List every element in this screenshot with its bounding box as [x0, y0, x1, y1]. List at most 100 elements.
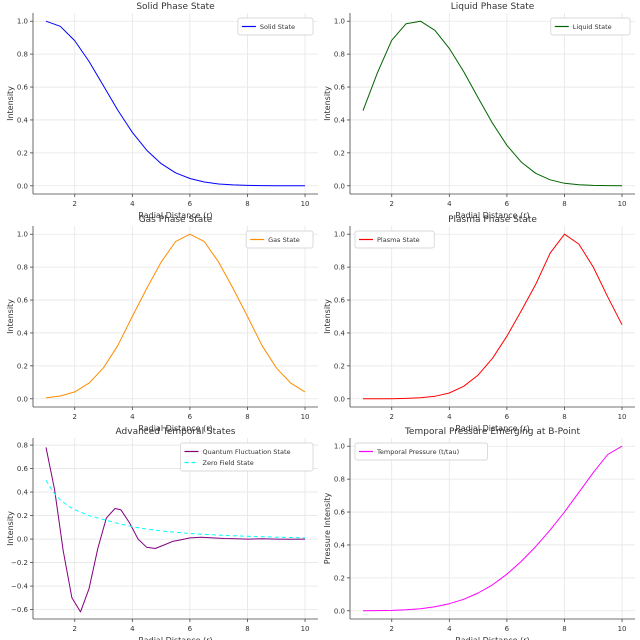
y-tick-label: −0.4 — [11, 583, 29, 591]
x-axis-label: Radial Distance (r) — [138, 424, 212, 433]
x-tick-label: 4 — [130, 625, 135, 633]
x-tick-label: 6 — [188, 413, 193, 421]
x-tick-label: 6 — [505, 413, 510, 421]
chart-title: Gas Phase State — [139, 215, 213, 225]
y-tick-label: −0.2 — [11, 559, 28, 567]
legend: Liquid State — [550, 17, 631, 36]
x-tick-label: 10 — [618, 625, 627, 633]
y-axis-label: Intensity — [323, 86, 332, 121]
x-tick-label: 10 — [301, 200, 310, 208]
x-tick-label: 4 — [447, 625, 452, 633]
x-tick-label: 8 — [562, 200, 566, 208]
chart-title: Plasma Phase State — [448, 215, 537, 225]
y-tick-label: 0.8 — [17, 51, 28, 59]
y-axis-label: Intensity — [6, 299, 15, 334]
y-tick-label: 0.6 — [17, 84, 29, 92]
chart-title: Advanced Temporal States — [116, 427, 236, 437]
y-axis-label: Intensity — [6, 86, 15, 121]
x-axis-label: Radial Distance (r) — [455, 211, 529, 220]
x-tick-label: 6 — [188, 625, 193, 633]
legend-label: Gas State — [268, 236, 300, 244]
y-tick-label: 0.8 — [334, 476, 345, 484]
y-tick-label: −0.6 — [11, 606, 29, 614]
x-tick-label: 2 — [73, 413, 77, 421]
chart-title: Liquid Phase State — [451, 2, 535, 12]
y-tick-label: 0.2 — [17, 512, 28, 520]
series-line-1 — [362, 445, 623, 612]
y-tick-label: 0.2 — [334, 362, 345, 370]
chart-title: Temporal Pressure Emerging at B-Point — [404, 427, 581, 437]
y-tick-label: 0.2 — [334, 574, 345, 582]
y-tick-label: 0.4 — [334, 329, 346, 337]
y-tick-label: 0.8 — [17, 442, 28, 450]
legend-label: Zero Field State — [203, 459, 254, 467]
legend: Temporal Pressure (t/tau) — [354, 442, 488, 461]
x-tick-label: 10 — [618, 413, 627, 421]
y-tick-label: 1.0 — [334, 18, 345, 26]
x-axis-label: Radial Distance (r) — [455, 424, 529, 433]
x-tick-label: 8 — [245, 200, 249, 208]
y-tick-label: 0.0 — [17, 182, 28, 190]
y-tick-label: 0.4 — [17, 116, 29, 124]
chart-panel-2: 2 4 6 8 10 0.0 0.2 0.4 0.6 0.8 1.0 Liquid Phase Sta… — [323, 2, 635, 220]
y-tick-label: 0.6 — [17, 465, 29, 473]
x-axis-label: Radial Distance (r) — [455, 636, 529, 640]
x-tick-label: 10 — [618, 200, 627, 208]
legend: Gas State — [245, 230, 314, 249]
y-tick-label: 0.4 — [334, 541, 346, 549]
x-axis-label: Radial Distance (r) — [138, 211, 212, 220]
y-tick-label: 0.6 — [334, 84, 346, 92]
y-tick-label: 0.2 — [334, 149, 345, 157]
chart-title: Solid Phase State — [136, 2, 215, 12]
legend-label: Quantum Fluctuation State — [203, 448, 291, 456]
legend-box — [237, 17, 314, 36]
legend: Quantum Fluctuation State Zero Field Stat… — [180, 442, 314, 472]
chart-panel-5: 2 4 6 8 10 −0.6 −0.4 −0.2 0.0 0.2 0.4 0.6 0.8 Advance… — [6, 427, 318, 640]
y-tick-label: 0.6 — [17, 297, 29, 305]
x-tick-label: 2 — [73, 625, 77, 633]
y-tick-label: 0.6 — [334, 509, 346, 517]
x-tick-label: 4 — [447, 200, 452, 208]
y-tick-label: 0.0 — [17, 536, 28, 544]
series-line-1 — [45, 447, 306, 613]
legend-box — [354, 442, 488, 461]
chart-panel-1: 2 4 6 8 10 0.0 0.2 0.4 0.6 0.8 1.0 Solid Phase Stat… — [6, 2, 318, 220]
legend-box — [180, 442, 314, 472]
y-tick-label: 1.0 — [334, 231, 345, 239]
x-tick-label: 4 — [130, 200, 135, 208]
x-tick-label: 6 — [188, 200, 193, 208]
x-tick-label: 2 — [390, 625, 394, 633]
series-line-1 — [363, 233, 623, 400]
y-tick-label: 1.0 — [17, 18, 28, 26]
series-line-1 — [362, 20, 623, 187]
y-tick-label: 0.0 — [334, 182, 345, 190]
legend-label: Temporal Pressure (t/tau) — [376, 448, 459, 456]
y-tick-label: 0.2 — [17, 149, 28, 157]
y-tick-label: 0.8 — [334, 264, 345, 272]
y-axis-label: Intensity — [323, 299, 332, 334]
legend-box — [550, 17, 631, 36]
series-line-1 — [45, 233, 306, 399]
x-tick-label: 2 — [390, 413, 394, 421]
y-tick-label: 0.8 — [17, 264, 28, 272]
x-tick-label: 8 — [245, 625, 249, 633]
legend-box — [245, 230, 314, 249]
y-tick-label: 0.0 — [334, 607, 345, 615]
x-tick-label: 8 — [245, 413, 249, 421]
y-axis-label: Pressure Intensity — [323, 492, 332, 564]
series-line-1 — [45, 20, 305, 187]
x-tick-label: 10 — [301, 413, 310, 421]
x-tick-label: 10 — [301, 625, 310, 633]
y-tick-label: 0.4 — [334, 116, 346, 124]
x-tick-label: 2 — [73, 200, 77, 208]
y-tick-label: 0.6 — [334, 297, 346, 305]
y-tick-label: 0.8 — [334, 51, 345, 59]
y-tick-label: 0.4 — [17, 489, 29, 497]
y-tick-label: 0.4 — [17, 329, 29, 337]
x-tick-label: 8 — [562, 625, 566, 633]
chart-panel-4: 2 4 6 8 10 0.0 0.2 0.4 0.6 0.8 1.0 Plasma Phase Sta… — [323, 215, 635, 433]
legend-label: Solid State — [260, 23, 295, 31]
legend: Solid State — [237, 17, 314, 36]
chart-panel-6: 2 4 6 8 10 0.0 0.2 0.4 0.6 0.8 1.0 Temporal Pressur… — [323, 427, 635, 640]
